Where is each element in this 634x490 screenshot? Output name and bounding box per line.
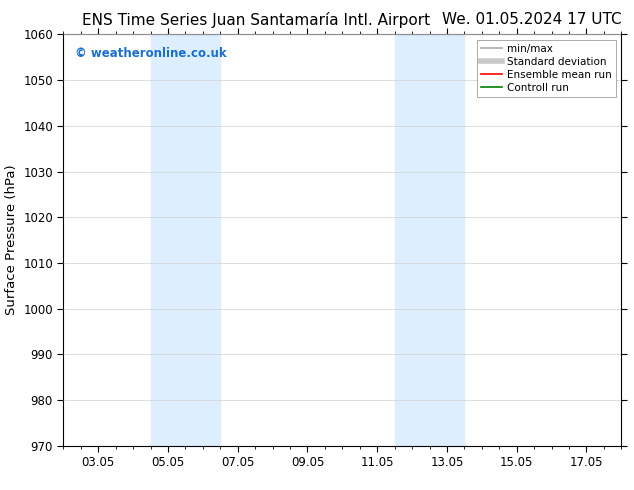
- Y-axis label: Surface Pressure (hPa): Surface Pressure (hPa): [4, 165, 18, 316]
- Text: We. 01.05.2024 17 UTC: We. 01.05.2024 17 UTC: [442, 12, 621, 27]
- Bar: [394, 34, 464, 446]
- Legend: min/max, Standard deviation, Ensemble mean run, Controll run: min/max, Standard deviation, Ensemble me…: [477, 40, 616, 97]
- Text: ENS Time Series Juan Santamaría Intl. Airport: ENS Time Series Juan Santamaría Intl. Ai…: [82, 12, 430, 28]
- Text: © weatheronline.co.uk: © weatheronline.co.uk: [75, 47, 226, 60]
- Bar: [150, 34, 221, 446]
